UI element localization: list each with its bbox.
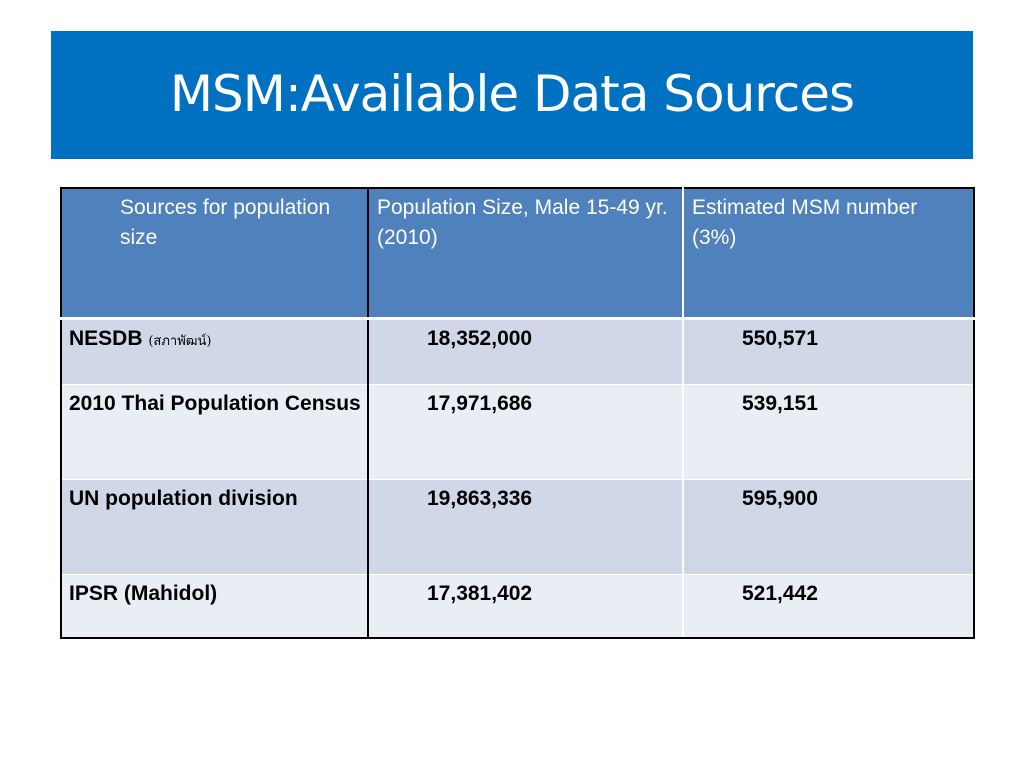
data-sources-table: Sources for population size Population S… [60,187,975,639]
table-row: UN population division 19,863,336 595,90… [60,479,975,575]
cell-population: 17,971,686 [368,384,684,480]
cell-msm: 550,571 [683,318,975,385]
cell-population: 19,863,336 [368,479,684,575]
header-sources: Sources for population size [60,187,369,320]
table-row: IPSR (Mahidol) 17,381,402 521,442 [60,574,975,639]
cell-source: NESDB (สภาพัฒน์) [60,318,369,385]
header-population-size: Population Size, Male 15-49 yr.(2010) [368,187,684,320]
source-note: (สภาพัฒน์) [148,334,212,349]
cell-msm: 521,442 [683,574,975,639]
cell-population: 17,381,402 [368,574,684,639]
title-banner: MSM:Available Data Sources [51,31,973,159]
cell-source: 2010 Thai Population Census [60,384,369,480]
cell-msm: 595,900 [683,479,975,575]
cell-population: 18,352,000 [368,318,684,385]
source-name: NESDB [69,327,143,350]
slide-title: MSM:Available Data Sources [169,65,855,123]
cell-msm: 539,151 [683,384,975,480]
table-row: NESDB (สภาพัฒน์) 18,352,000 550,571 [60,318,975,385]
cell-source: UN population division [60,479,369,575]
table-header-row: Sources for population size Population S… [60,187,975,320]
table-row: 2010 Thai Population Census 17,971,686 5… [60,384,975,480]
header-estimated-msm: Estimated MSM number (3%) [683,187,975,320]
cell-source: IPSR (Mahidol) [60,574,369,639]
